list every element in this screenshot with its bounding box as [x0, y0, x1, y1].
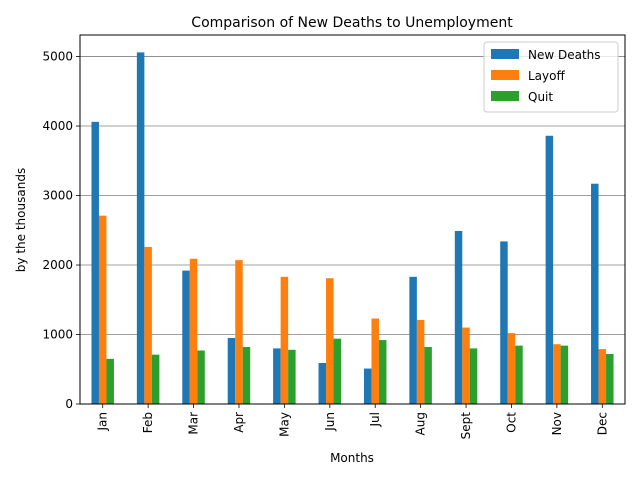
x-tick-label: May	[277, 412, 291, 437]
bar-layoff-nov	[553, 344, 561, 404]
legend-label: Quit	[528, 90, 553, 104]
x-tick-label: Feb	[141, 412, 155, 433]
bars	[91, 52, 614, 405]
chart-title: Comparison of New Deaths to Unemployment	[191, 15, 513, 31]
bar-layoff-aug	[416, 319, 425, 404]
bar-quit-oct	[515, 345, 523, 404]
x-tick-label: Dec	[595, 412, 609, 435]
legend-swatch	[491, 91, 519, 101]
y-axis-label: by the thousands	[14, 168, 28, 272]
bar-layoff-dec	[598, 349, 607, 404]
y-tick-label: 2000	[42, 258, 73, 272]
gridlines	[80, 56, 625, 335]
bar-layoff-jan	[98, 215, 107, 404]
x-tick-label: Oct	[504, 412, 518, 433]
bar-new-deaths-feb	[136, 52, 145, 404]
bar-quit-jun	[333, 338, 342, 404]
legend-label: Layoff	[528, 69, 565, 83]
x-tick-label: Nov	[550, 412, 564, 435]
bar-new-deaths-nov	[545, 135, 554, 405]
bar-layoff-feb	[144, 246, 152, 404]
x-tick-label: Jun	[323, 412, 337, 432]
bar-new-deaths-jun	[318, 363, 327, 404]
bar-layoff-apr	[235, 260, 243, 404]
x-tick-label: Jan	[96, 412, 110, 432]
bar-quit-jan	[106, 358, 114, 404]
y-axis: 0 1000 2000 3000 4000 5000	[42, 50, 80, 411]
x-tick-label: Jul	[368, 412, 382, 427]
y-tick-label: 5000	[42, 50, 73, 64]
bar-quit-feb	[151, 354, 160, 404]
y-tick-label: 4000	[42, 119, 73, 133]
bar-new-deaths-oct	[500, 241, 508, 404]
bar-new-deaths-apr	[227, 337, 236, 404]
x-tick-label: Mar	[187, 412, 201, 435]
x-tick-label: Aug	[414, 412, 428, 435]
bar-quit-dec	[606, 353, 614, 404]
x-tick-label: Sept	[459, 412, 473, 440]
y-tick-label: 1000	[42, 328, 73, 342]
legend-swatch	[491, 70, 519, 80]
bar-layoff-mar	[189, 258, 198, 404]
bar-new-deaths-dec	[591, 183, 599, 404]
bar-quit-sept	[469, 348, 478, 404]
bar-new-deaths-sept	[454, 230, 463, 404]
bar-layoff-jul	[371, 318, 379, 404]
bar-layoff-jun	[326, 278, 334, 404]
plot-frame	[79, 34, 626, 405]
bar-new-deaths-may	[273, 348, 281, 404]
bar-quit-mar	[197, 350, 205, 404]
bar-quit-apr	[242, 347, 251, 404]
bar-layoff-oct	[507, 333, 516, 404]
bar-new-deaths-aug	[409, 276, 417, 404]
bar-quit-may	[288, 349, 296, 404]
bar-quit-aug	[424, 347, 432, 404]
bar-new-deaths-jul	[363, 368, 372, 404]
y-tick-label: 0	[65, 397, 73, 411]
x-tick-label: Apr	[232, 412, 246, 433]
bar-new-deaths-mar	[182, 270, 190, 404]
bar-layoff-sept	[462, 327, 470, 404]
bar-layoff-may	[280, 276, 289, 404]
legend-swatch	[491, 49, 519, 59]
legend-label: New Deaths	[528, 48, 601, 62]
bar-quit-jul	[378, 340, 387, 404]
bar-new-deaths-jan	[91, 121, 99, 404]
y-tick-label: 3000	[42, 189, 73, 203]
x-axis: Jan Feb Mar Apr May Jun Jul Aug Sept Oct Nov Dec	[96, 404, 609, 440]
legend: New Deaths Layoff Quit	[483, 41, 619, 113]
bar-quit-nov	[560, 345, 569, 404]
x-axis-label: Months	[330, 451, 374, 465]
